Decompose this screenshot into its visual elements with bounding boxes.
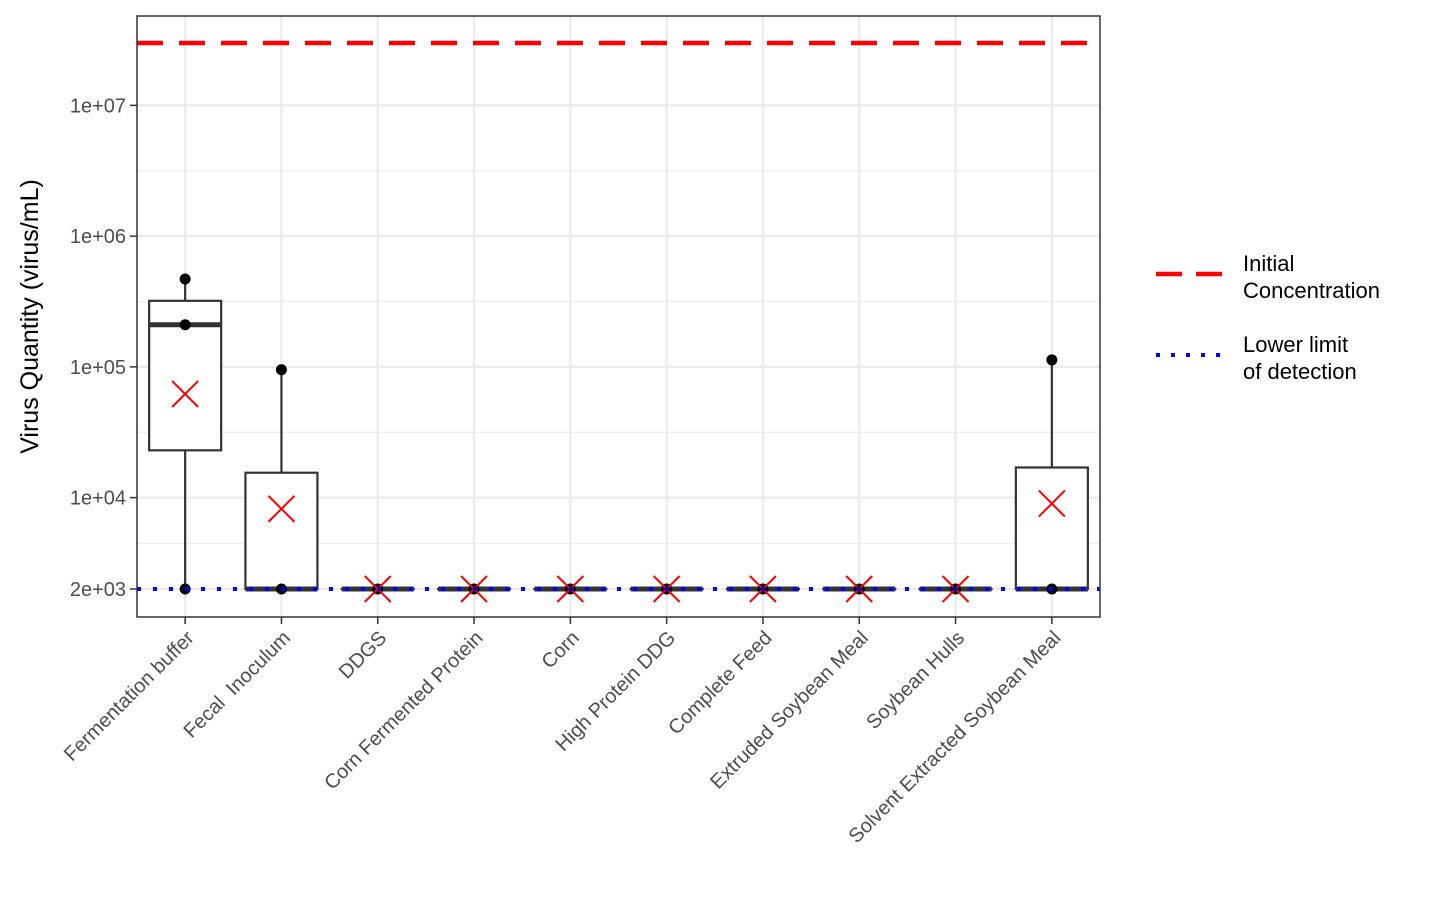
- data-point: [179, 273, 191, 285]
- x-tick-label: Corn: [538, 627, 584, 673]
- box-2: [244, 364, 319, 595]
- x-tick-label: Complete Feed: [664, 627, 776, 739]
- legend-label-line1: Initial: [1243, 251, 1294, 276]
- mean-marker: [267, 495, 296, 523]
- y-tick-label: 1e+05: [70, 357, 126, 379]
- mean-marker: [171, 380, 199, 408]
- x-tick-label: Extruded Soybean Meal: [706, 627, 873, 794]
- y-tick-label: 1e+06: [70, 226, 126, 248]
- box-1: [148, 273, 223, 595]
- box-10: [1014, 354, 1089, 595]
- data-point: [179, 319, 191, 331]
- legend-label-line2: Concentration: [1243, 278, 1380, 303]
- y-tick-label: 1e+04: [70, 488, 126, 510]
- boxplots: [148, 273, 1089, 603]
- data-point: [275, 364, 287, 376]
- x-tick-label: Fermentation buffer: [60, 627, 199, 766]
- x-tick-label: Soybean Hulls: [862, 627, 969, 734]
- panel-border: [136, 15, 1101, 618]
- y-tick-label: 1e+07: [70, 95, 126, 117]
- data-point: [1046, 354, 1058, 366]
- y-axis: 2e+03 1e+04 1e+05 1e+06 1e+07: [70, 95, 137, 601]
- x-tick-label: DDGS: [335, 627, 391, 683]
- box-iqr: [1014, 466, 1089, 591]
- x-tick-label: Solvent Extracted Soybean Meal: [845, 627, 1066, 848]
- x-tick-label: Corn Fermented Protein: [320, 627, 487, 794]
- legend-label-line1: Lower limit: [1243, 332, 1348, 357]
- legend-label-line2: of detection: [1243, 359, 1357, 384]
- y-tick-label: 2e+03: [70, 579, 126, 601]
- box-iqr: [244, 471, 319, 591]
- y-axis-title: Virus Quantity (virus/mL): [16, 179, 44, 454]
- mean-marker: [1038, 489, 1066, 518]
